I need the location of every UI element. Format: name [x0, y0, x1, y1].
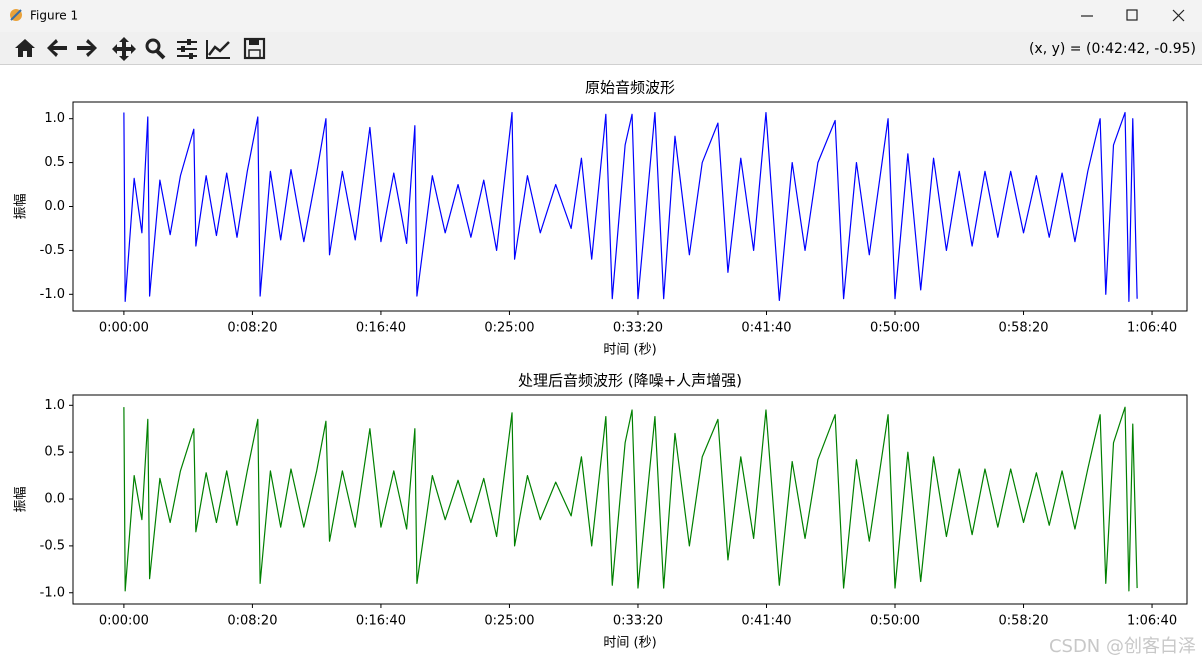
y-axis-label: 振幅 [14, 193, 29, 219]
x-tick-label: 0:33:20 [613, 321, 663, 336]
y-tick-label: 1.0 [44, 398, 65, 413]
zoom-button[interactable] [145, 38, 166, 60]
x-tick-label: 0:58:20 [998, 321, 1048, 336]
y-tick-label: 0.5 [44, 445, 65, 460]
x-tick-label: 0:16:40 [356, 321, 406, 336]
x-tick-label: 0:00:00 [99, 614, 149, 629]
y-axis-label: 振幅 [14, 486, 29, 512]
y-tick-label: -0.5 [40, 243, 65, 258]
watermark: CSDN @创客白泽 [1049, 636, 1196, 657]
y-tick-label: -1.0 [40, 585, 65, 600]
app-icon [10, 9, 22, 21]
x-tick-label: 0:00:00 [99, 321, 149, 336]
save-button[interactable] [243, 37, 266, 60]
x-tick-label: 0:08:20 [227, 321, 277, 336]
waveform [123, 111, 1138, 302]
cursor-status: (x, y) = (0:42:42, -0.95) [1029, 41, 1196, 57]
y-tick-label: 0.5 [44, 155, 65, 170]
waveform [123, 406, 1138, 592]
x-tick-label: 0:50:00 [870, 321, 920, 336]
configure-button[interactable] [177, 39, 197, 59]
y-tick-label: -1.0 [40, 287, 65, 302]
chart-title: 处理后音频波形 (降噪+人声增强) [518, 372, 742, 390]
x-tick-label: 1:06:40 [1127, 614, 1177, 629]
x-tick-label: 0:33:20 [613, 614, 663, 629]
x-tick-label: 0:41:40 [741, 614, 791, 629]
window-title: Figure 1 [30, 9, 78, 23]
x-tick-label: 0:50:00 [870, 614, 920, 629]
title-bar [0, 0, 1202, 32]
chart-title: 原始音频波形 [585, 79, 675, 97]
close-button[interactable] [1172, 9, 1185, 22]
x-axis-label: 时间 (秒) [603, 636, 656, 651]
x-tick-label: 0:16:40 [356, 614, 406, 629]
forward-button[interactable] [77, 39, 97, 57]
back-button[interactable] [47, 39, 67, 57]
x-axis-label: 时间 (秒) [603, 343, 656, 358]
pan-button[interactable] [112, 37, 136, 61]
maximize-button[interactable] [1126, 9, 1138, 21]
x-tick-label: 1:06:40 [1127, 321, 1177, 336]
x-tick-label: 0:25:00 [484, 321, 534, 336]
home-button[interactable] [15, 39, 35, 57]
toolbar [0, 32, 1202, 64]
x-tick-label: 0:41:40 [741, 321, 791, 336]
y-tick-label: -0.5 [40, 538, 65, 553]
y-tick-label: 0.0 [44, 199, 65, 214]
edit-curves-button[interactable] [206, 40, 230, 59]
x-tick-label: 0:25:00 [484, 614, 534, 629]
y-tick-label: 1.0 [44, 111, 65, 126]
x-tick-label: 0:58:20 [998, 614, 1048, 629]
x-tick-label: 0:08:20 [227, 614, 277, 629]
y-tick-label: 0.0 [44, 492, 65, 507]
